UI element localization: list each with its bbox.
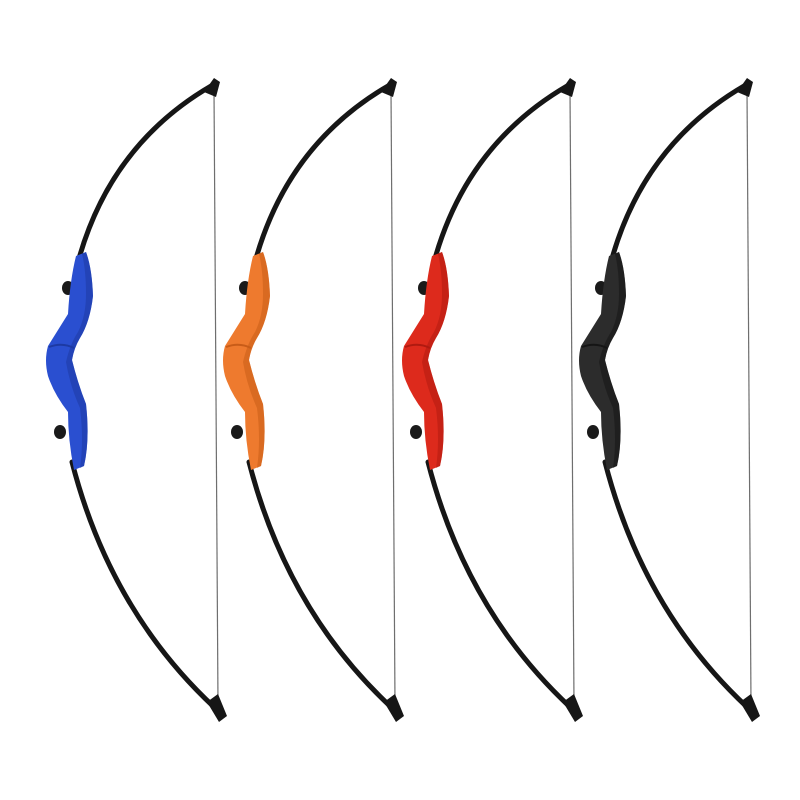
bowstring: [746, 89, 752, 705]
upper-limb: [608, 83, 747, 265]
lower-limb-tip: [563, 694, 583, 722]
lower-limb-tip: [384, 694, 404, 722]
upper-limb: [431, 83, 570, 265]
upper-limb: [75, 83, 214, 265]
bowstring: [213, 89, 219, 705]
upper-limb: [252, 83, 391, 265]
bowstring: [569, 89, 575, 705]
riser-shading: [66, 252, 93, 468]
lower-limb-bolt: [231, 425, 243, 439]
upper-limb-tip: [737, 78, 753, 97]
lower-limb: [246, 459, 394, 710]
riser-shading: [599, 252, 626, 468]
bow-black: [579, 78, 760, 722]
bow-blue: [46, 78, 227, 722]
arrow-shelf: [581, 343, 608, 349]
bowstring: [390, 89, 396, 705]
lower-limb: [69, 459, 217, 710]
upper-limb-tip: [560, 78, 576, 97]
arrow-shelf: [48, 343, 75, 349]
bow-orange: [223, 78, 404, 722]
lower-limb-bolt: [54, 425, 66, 439]
arrow-shelf: [404, 343, 431, 349]
riser-shading: [243, 252, 270, 468]
riser-shading: [422, 252, 449, 468]
bow-red: [402, 78, 583, 722]
arrow-shelf: [225, 343, 252, 349]
lower-limb-bolt: [587, 425, 599, 439]
lower-limb: [602, 459, 750, 710]
upper-limb-tip: [204, 78, 220, 97]
upper-limb-tip: [381, 78, 397, 97]
lower-limb: [425, 459, 573, 710]
lower-limb-tip: [207, 694, 227, 722]
lower-limb-bolt: [410, 425, 422, 439]
lower-limb-tip: [740, 694, 760, 722]
